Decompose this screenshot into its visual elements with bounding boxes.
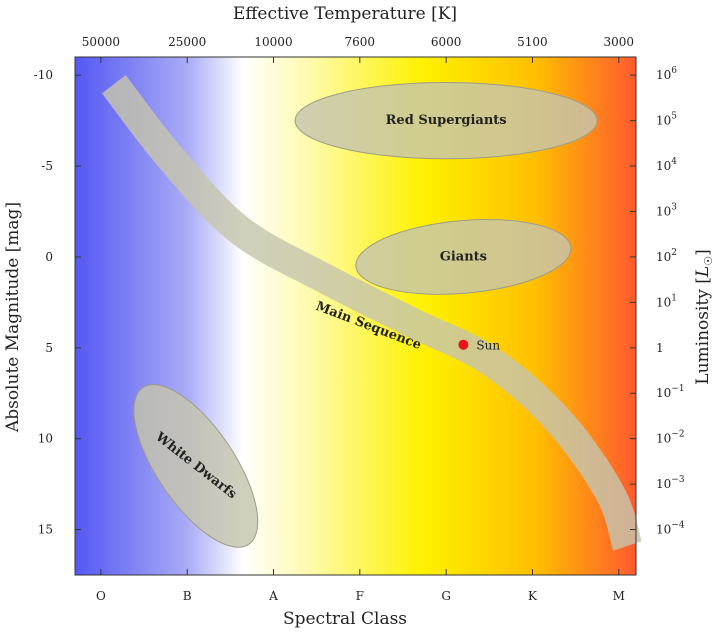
magnitude-label: 5 [45,341,53,355]
spectral-class-label: M [613,589,625,603]
luminosity-label: 105 [656,112,677,128]
spectral-class-label: K [528,589,538,603]
spectral-class-label: F [356,589,364,603]
temperature-label: 3000 [603,35,634,49]
sun-label: Sun [476,339,500,353]
magnitude-label: 0 [45,250,53,264]
left-axis-title: Absolute Magnitude [mag] [3,202,23,433]
giants-region [355,219,572,295]
luminosity-label: 10−3 [656,475,685,491]
luminosity-label: 10−4 [656,521,685,537]
magnitude-label: 10 [38,432,53,446]
temperature-label: 50000 [82,35,120,49]
temperature-label: 25000 [168,35,206,49]
white-dwarfs-region [133,384,259,548]
red-supergiants-label: Red Supergiants [386,113,507,128]
top-axis-title: Effective Temperature [K] [233,4,457,24]
plot-frame [74,56,637,576]
giants-label: Giants [440,249,487,264]
right-axis-title: Luminosity [L☉] [693,249,715,384]
temperature-label: 6000 [431,35,462,49]
luminosity-label: 101 [656,293,677,309]
bottom-axis-title: Spectral Class [283,609,407,629]
sun-point [458,339,469,350]
magnitude-label: 15 [38,523,53,537]
luminosity-label: 103 [656,202,677,218]
magnitude-label: -10 [34,68,53,82]
spectral-class-label: B [183,589,192,603]
luminosity-label: 106 [656,66,677,82]
magnitude-label: -5 [41,159,53,173]
spectral-class-label: G [441,589,451,603]
temperature-label: 5100 [517,35,548,49]
luminosity-label: 1 [656,341,664,355]
temperature-label: 7600 [345,35,376,49]
spectral-class-label: O [96,589,106,603]
main-sequence-band [101,75,642,551]
temperature-label: 10000 [254,35,292,49]
luminosity-label: 10−2 [656,430,685,446]
luminosity-label: 10−1 [656,384,685,400]
spectral-class-label: A [268,589,278,603]
red-supergiants-region [294,81,598,160]
luminosity-label: 102 [656,248,677,264]
luminosity-label: 104 [656,157,677,173]
